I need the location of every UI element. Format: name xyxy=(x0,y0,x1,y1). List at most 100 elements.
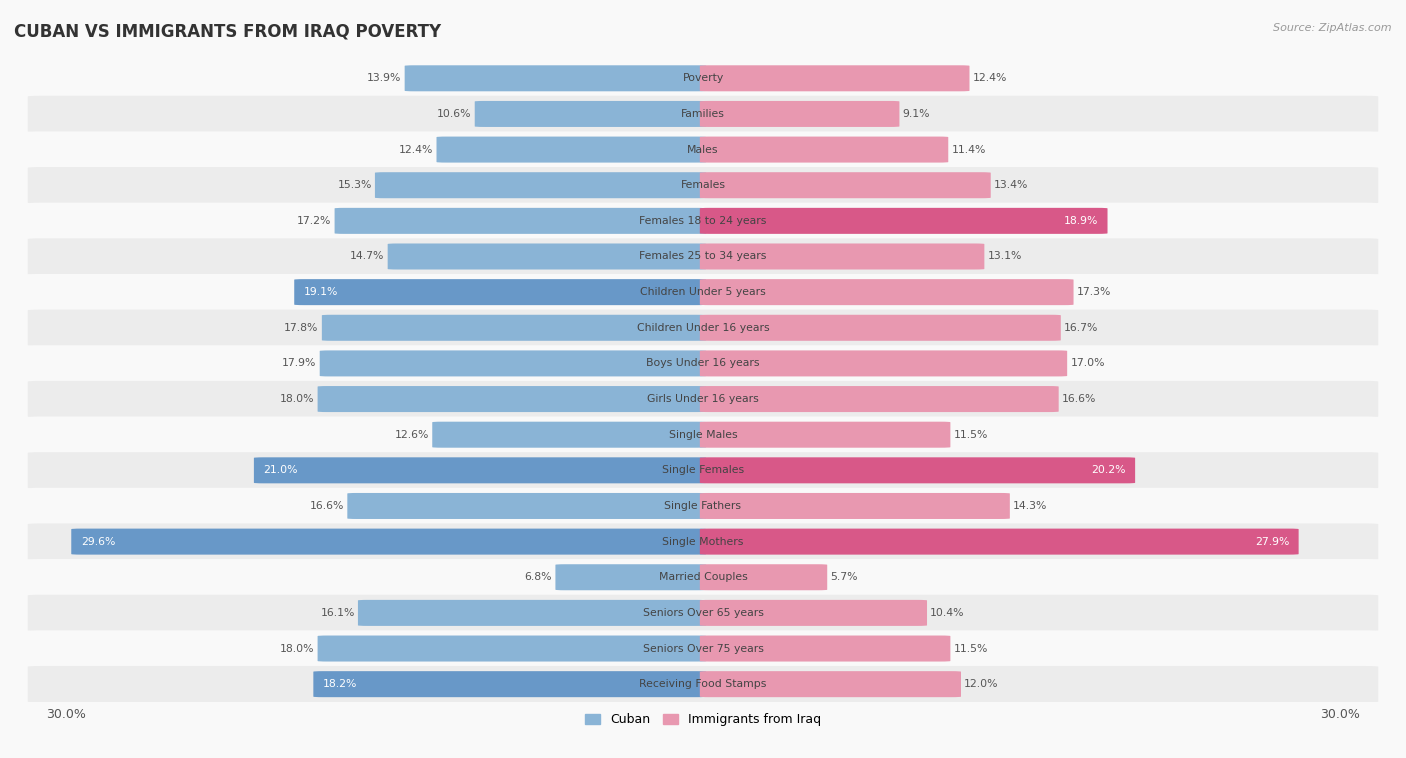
Text: 13.9%: 13.9% xyxy=(367,74,402,83)
FancyBboxPatch shape xyxy=(700,564,827,590)
Text: 27.9%: 27.9% xyxy=(1254,537,1289,547)
Text: Seniors Over 75 years: Seniors Over 75 years xyxy=(643,644,763,653)
Text: Married Couples: Married Couples xyxy=(658,572,748,582)
Text: 11.4%: 11.4% xyxy=(952,145,986,155)
Text: 16.6%: 16.6% xyxy=(309,501,344,511)
FancyBboxPatch shape xyxy=(700,600,927,626)
FancyBboxPatch shape xyxy=(700,528,1299,555)
Text: 16.6%: 16.6% xyxy=(1062,394,1097,404)
Text: 12.6%: 12.6% xyxy=(395,430,429,440)
Text: Males: Males xyxy=(688,145,718,155)
Text: 12.0%: 12.0% xyxy=(965,679,998,689)
FancyBboxPatch shape xyxy=(335,208,706,234)
FancyBboxPatch shape xyxy=(28,274,1378,310)
FancyBboxPatch shape xyxy=(700,315,1060,341)
FancyBboxPatch shape xyxy=(700,386,1059,412)
Text: 15.3%: 15.3% xyxy=(337,180,371,190)
FancyBboxPatch shape xyxy=(700,350,1067,377)
Text: Females 18 to 24 years: Females 18 to 24 years xyxy=(640,216,766,226)
FancyBboxPatch shape xyxy=(28,595,1378,631)
Text: 17.8%: 17.8% xyxy=(284,323,319,333)
FancyBboxPatch shape xyxy=(700,65,970,91)
Text: 10.6%: 10.6% xyxy=(437,109,471,119)
FancyBboxPatch shape xyxy=(28,309,1378,346)
FancyBboxPatch shape xyxy=(700,136,948,162)
Text: Children Under 16 years: Children Under 16 years xyxy=(637,323,769,333)
FancyBboxPatch shape xyxy=(318,635,706,662)
FancyBboxPatch shape xyxy=(28,345,1378,381)
FancyBboxPatch shape xyxy=(28,60,1378,96)
FancyBboxPatch shape xyxy=(28,559,1378,596)
Text: 11.5%: 11.5% xyxy=(953,644,988,653)
Text: 17.9%: 17.9% xyxy=(283,359,316,368)
Text: Females: Females xyxy=(681,180,725,190)
Text: 29.6%: 29.6% xyxy=(80,537,115,547)
Text: Single Fathers: Single Fathers xyxy=(665,501,741,511)
Text: CUBAN VS IMMIGRANTS FROM IRAQ POVERTY: CUBAN VS IMMIGRANTS FROM IRAQ POVERTY xyxy=(14,23,441,41)
FancyBboxPatch shape xyxy=(28,453,1378,488)
FancyBboxPatch shape xyxy=(28,381,1378,417)
FancyBboxPatch shape xyxy=(700,243,984,270)
Text: Single Males: Single Males xyxy=(669,430,737,440)
FancyBboxPatch shape xyxy=(28,666,1378,703)
Text: 5.7%: 5.7% xyxy=(831,572,858,582)
Text: 16.7%: 16.7% xyxy=(1064,323,1098,333)
FancyBboxPatch shape xyxy=(319,350,706,377)
Text: 9.1%: 9.1% xyxy=(903,109,931,119)
Text: Children Under 5 years: Children Under 5 years xyxy=(640,287,766,297)
FancyBboxPatch shape xyxy=(700,493,1010,519)
FancyBboxPatch shape xyxy=(28,631,1378,667)
Text: 12.4%: 12.4% xyxy=(973,74,1007,83)
FancyBboxPatch shape xyxy=(375,172,706,199)
Text: Boys Under 16 years: Boys Under 16 years xyxy=(647,359,759,368)
FancyBboxPatch shape xyxy=(28,238,1378,274)
FancyBboxPatch shape xyxy=(322,315,706,341)
Text: 14.3%: 14.3% xyxy=(1014,501,1047,511)
FancyBboxPatch shape xyxy=(28,202,1378,239)
Text: 6.8%: 6.8% xyxy=(524,572,553,582)
FancyBboxPatch shape xyxy=(28,488,1378,524)
FancyBboxPatch shape xyxy=(700,421,950,448)
Text: 17.2%: 17.2% xyxy=(297,216,332,226)
Text: 13.4%: 13.4% xyxy=(994,180,1028,190)
Text: 18.0%: 18.0% xyxy=(280,644,315,653)
FancyBboxPatch shape xyxy=(700,279,1074,305)
FancyBboxPatch shape xyxy=(28,524,1378,560)
FancyBboxPatch shape xyxy=(700,635,950,662)
Text: 16.1%: 16.1% xyxy=(321,608,354,618)
FancyBboxPatch shape xyxy=(700,101,900,127)
FancyBboxPatch shape xyxy=(28,131,1378,168)
Text: Families: Families xyxy=(681,109,725,119)
Text: Receiving Food Stamps: Receiving Food Stamps xyxy=(640,679,766,689)
Text: Females 25 to 34 years: Females 25 to 34 years xyxy=(640,252,766,262)
Text: 17.0%: 17.0% xyxy=(1070,359,1105,368)
Text: Single Females: Single Females xyxy=(662,465,744,475)
Text: 11.5%: 11.5% xyxy=(953,430,988,440)
FancyBboxPatch shape xyxy=(475,101,706,127)
FancyBboxPatch shape xyxy=(700,457,1135,484)
FancyBboxPatch shape xyxy=(388,243,706,270)
Text: 14.7%: 14.7% xyxy=(350,252,384,262)
FancyBboxPatch shape xyxy=(314,671,706,697)
FancyBboxPatch shape xyxy=(432,421,706,448)
Text: 18.0%: 18.0% xyxy=(280,394,315,404)
FancyBboxPatch shape xyxy=(294,279,706,305)
FancyBboxPatch shape xyxy=(700,671,960,697)
Text: 12.4%: 12.4% xyxy=(399,145,433,155)
Text: 18.9%: 18.9% xyxy=(1063,216,1098,226)
Text: Single Mothers: Single Mothers xyxy=(662,537,744,547)
FancyBboxPatch shape xyxy=(700,172,991,199)
FancyBboxPatch shape xyxy=(28,167,1378,203)
Text: Girls Under 16 years: Girls Under 16 years xyxy=(647,394,759,404)
FancyBboxPatch shape xyxy=(318,386,706,412)
FancyBboxPatch shape xyxy=(72,528,706,555)
FancyBboxPatch shape xyxy=(700,208,1108,234)
FancyBboxPatch shape xyxy=(347,493,706,519)
Text: 17.3%: 17.3% xyxy=(1077,287,1111,297)
Legend: Cuban, Immigrants from Iraq: Cuban, Immigrants from Iraq xyxy=(581,708,825,731)
FancyBboxPatch shape xyxy=(28,416,1378,453)
FancyBboxPatch shape xyxy=(359,600,706,626)
Text: 21.0%: 21.0% xyxy=(263,465,298,475)
Text: Poverty: Poverty xyxy=(682,74,724,83)
Text: 20.2%: 20.2% xyxy=(1091,465,1126,475)
